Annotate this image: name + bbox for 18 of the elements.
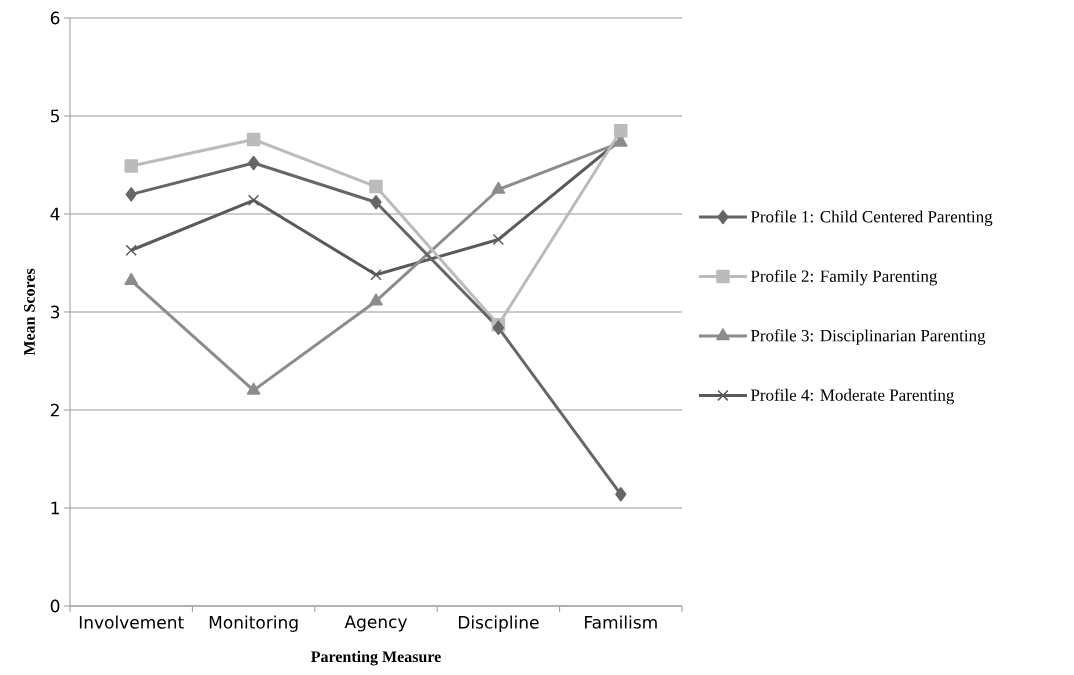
legend-label: Profile 3: Disciplinarian Parenting (750, 329, 986, 345)
y-tick-label: 6 (50, 11, 60, 25)
y-axis-title: Mean Scores (24, 268, 35, 356)
y-tick-label: 0 (50, 599, 60, 613)
x-tick-label: Familism (585, 615, 657, 629)
y-tick-label: 2 (50, 403, 59, 417)
x-tick-label: Agency (344, 615, 408, 632)
y-tick-label: 1 (51, 501, 59, 515)
y-tick-label: 4 (50, 207, 60, 221)
legend-label: Profile 4: Moderate Parenting (750, 388, 955, 405)
x-tick-label: Discipline (458, 615, 539, 632)
x-tick-label: Involvement (79, 615, 184, 629)
x-axis-title: Parenting Measure (311, 650, 441, 666)
y-tick-label: 3 (50, 305, 60, 319)
x-tick-label: Monitoring (209, 615, 298, 632)
legend-label: Profile 2: Family Parenting (750, 269, 938, 286)
legend-label: Profile 1: Child Centered Parenting (750, 210, 993, 226)
y-tick-label: 5 (50, 109, 59, 123)
